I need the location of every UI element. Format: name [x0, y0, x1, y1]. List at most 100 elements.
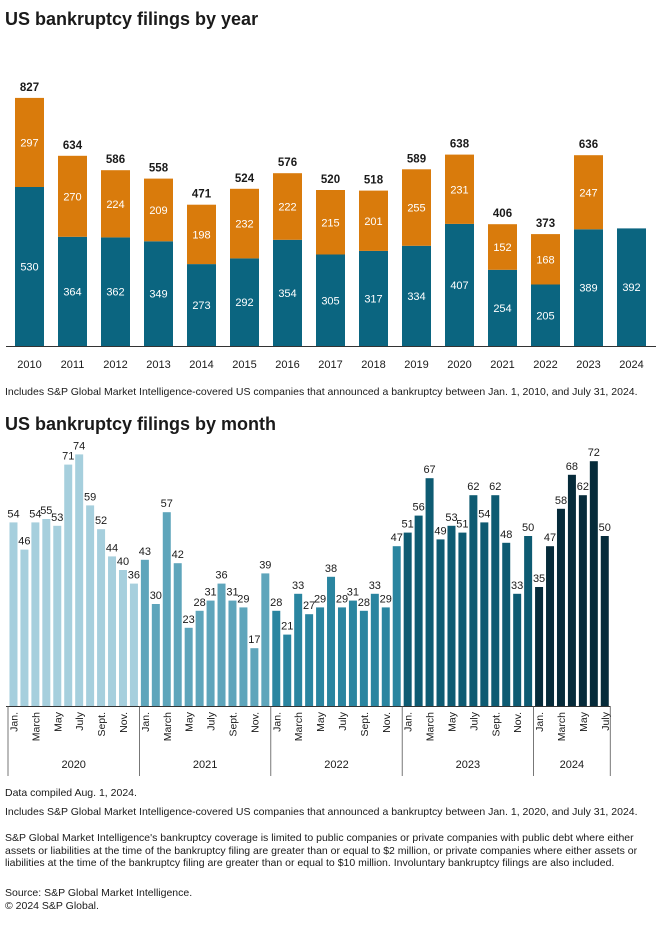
bar-label-2022-6: 38 [325, 563, 337, 575]
bar-base-label-2017: 305 [321, 295, 339, 307]
monthly-chart-svg: 54Jan.4654March5553May7174July5952Sept.4… [6, 440, 612, 776]
bar-2022-4 [305, 614, 314, 706]
bar-2021-2 [151, 604, 160, 706]
x-tick-label-2021: 2021 [490, 359, 514, 371]
bar-top-2018 [359, 190, 388, 251]
bar-label-2021-9: 31 [226, 587, 238, 599]
bar-2023-6 [458, 532, 467, 706]
bar-label-2023-5: 53 [445, 512, 457, 524]
bar-top-2023 [574, 155, 603, 230]
bar-base-2011 [58, 236, 87, 346]
bar-top-2013 [144, 178, 173, 242]
bar-top-2014 [187, 204, 216, 265]
bar-top-2010 [15, 97, 44, 187]
x-tick-label-2023-3: March [425, 712, 437, 741]
bar-base-2024 [617, 228, 646, 346]
bar-2024-5 [578, 495, 587, 706]
x-tick-label-2021-7: July [206, 711, 218, 730]
bar-base-label-2019: 334 [407, 291, 425, 303]
year-group-label-2021: 2021 [193, 759, 217, 771]
bar-top-label-2017: 215 [321, 217, 339, 229]
year-group-label-2022: 2022 [324, 759, 348, 771]
bar-2020-10 [108, 556, 117, 706]
bar-base-label-2014: 273 [192, 300, 210, 312]
x-tick-label-2015: 2015 [232, 359, 256, 371]
bar-label-2023-7: 62 [467, 481, 479, 493]
bar-2021-3 [162, 512, 171, 706]
bar-label-2021-11: 17 [248, 634, 260, 646]
bar-2024-4 [567, 474, 576, 706]
bar-label-2024-3: 58 [555, 495, 567, 507]
bar-base-2014 [187, 264, 216, 346]
bar-total-label-2014: 471 [192, 189, 212, 201]
bar-label-2020-8: 59 [84, 491, 96, 503]
bar-label-2023-1: 51 [402, 519, 414, 531]
x-tick-label-2021-1: Jan. [140, 712, 152, 732]
bar-label-2022-10: 33 [369, 580, 381, 592]
footnote-date: Data compiled Aug. 1, 2024. [5, 787, 137, 799]
bar-label-2023-3: 67 [423, 464, 435, 476]
bar-total-label-2016: 576 [278, 157, 297, 169]
bar-2024-1 [535, 587, 544, 706]
bar-label-2020-2: 46 [18, 536, 30, 548]
bar-2022-6 [327, 576, 336, 706]
bar-2021-7 [206, 600, 215, 706]
monthly-chart-title: US bankruptcy filings by month [5, 414, 277, 434]
x-tick-label-2024-3: March [556, 712, 568, 741]
bar-base-label-2013: 349 [149, 289, 167, 301]
bar-base-label-2016: 354 [278, 288, 296, 300]
bar-2023-7 [469, 495, 478, 706]
x-tick-label-2021-9: Sept. [227, 712, 239, 737]
bar-label-2024-4: 68 [566, 461, 578, 473]
bar-2020-5 [53, 525, 62, 706]
x-tick-label-2014: 2014 [189, 359, 213, 371]
bar-label-2024-1: 35 [533, 573, 545, 585]
bar-2020-6 [64, 464, 73, 706]
x-tick-label-2021-5: May [184, 711, 196, 732]
bar-label-2020-11: 40 [117, 556, 129, 568]
x-tick-label-2024-5: May [578, 711, 590, 732]
bar-base-2018 [359, 250, 388, 346]
bar-base-2022 [531, 284, 560, 346]
bar-label-2022-12: 47 [391, 532, 403, 544]
bar-label-2022-9: 28 [358, 597, 370, 609]
bar-2023-3 [425, 478, 434, 706]
bar-label-2023-4: 49 [434, 525, 446, 537]
x-tick-label-2022-1: Jan. [271, 712, 283, 732]
bar-base-2015 [230, 258, 259, 346]
bar-top-2017 [316, 190, 345, 255]
bar-label-2020-3: 54 [29, 508, 41, 520]
bar-2021-11 [250, 648, 259, 706]
x-tick-label-2019: 2019 [404, 359, 428, 371]
bar-total-label-2023: 636 [579, 139, 598, 151]
bar-2020-9 [97, 529, 106, 706]
bar-top-2011 [58, 155, 87, 237]
bar-label-2021-4: 42 [172, 549, 184, 561]
x-tick-label-2020: 2020 [447, 359, 471, 371]
bar-2023-2 [414, 515, 423, 706]
x-tick-label-2022-5: May [315, 711, 327, 732]
bar-label-2020-4: 55 [40, 505, 52, 517]
monthly-chart: 54 Jan. 46 54 March 55 53 May 71 74 July 59 52 Sept. 4… [0, 440, 660, 790]
bar-2022-9 [359, 610, 368, 706]
bar-base-label-2012: 362 [106, 287, 124, 299]
year-group-label-2023: 2023 [456, 759, 480, 771]
bar-top-label-2021: 152 [493, 242, 511, 254]
bar-2022-12 [392, 546, 401, 706]
bar-total-label-2015: 524 [235, 173, 255, 185]
bar-top-label-2020: 231 [450, 184, 468, 196]
x-tick-label-2012: 2012 [103, 359, 127, 371]
bar-label-2024-7: 50 [599, 522, 611, 534]
bar-base-2016 [273, 239, 302, 346]
bar-label-2024-5: 62 [577, 481, 589, 493]
bar-2020-7 [75, 454, 84, 706]
footnote-source: Source: S&P Global Market Intelligence. [5, 887, 193, 899]
bar-label-2022-2: 21 [281, 621, 293, 633]
bar-label-2023-8: 54 [478, 508, 490, 520]
bar-2020-11 [118, 570, 127, 706]
bar-label-2021-1: 43 [139, 546, 151, 558]
bar-2020-2 [20, 549, 29, 706]
yearly-chart-note: Includes S&P Global Market Intelligence-… [5, 386, 638, 398]
bar-label-2023-10: 48 [500, 529, 512, 541]
bar-total-label-2021: 406 [493, 208, 512, 220]
